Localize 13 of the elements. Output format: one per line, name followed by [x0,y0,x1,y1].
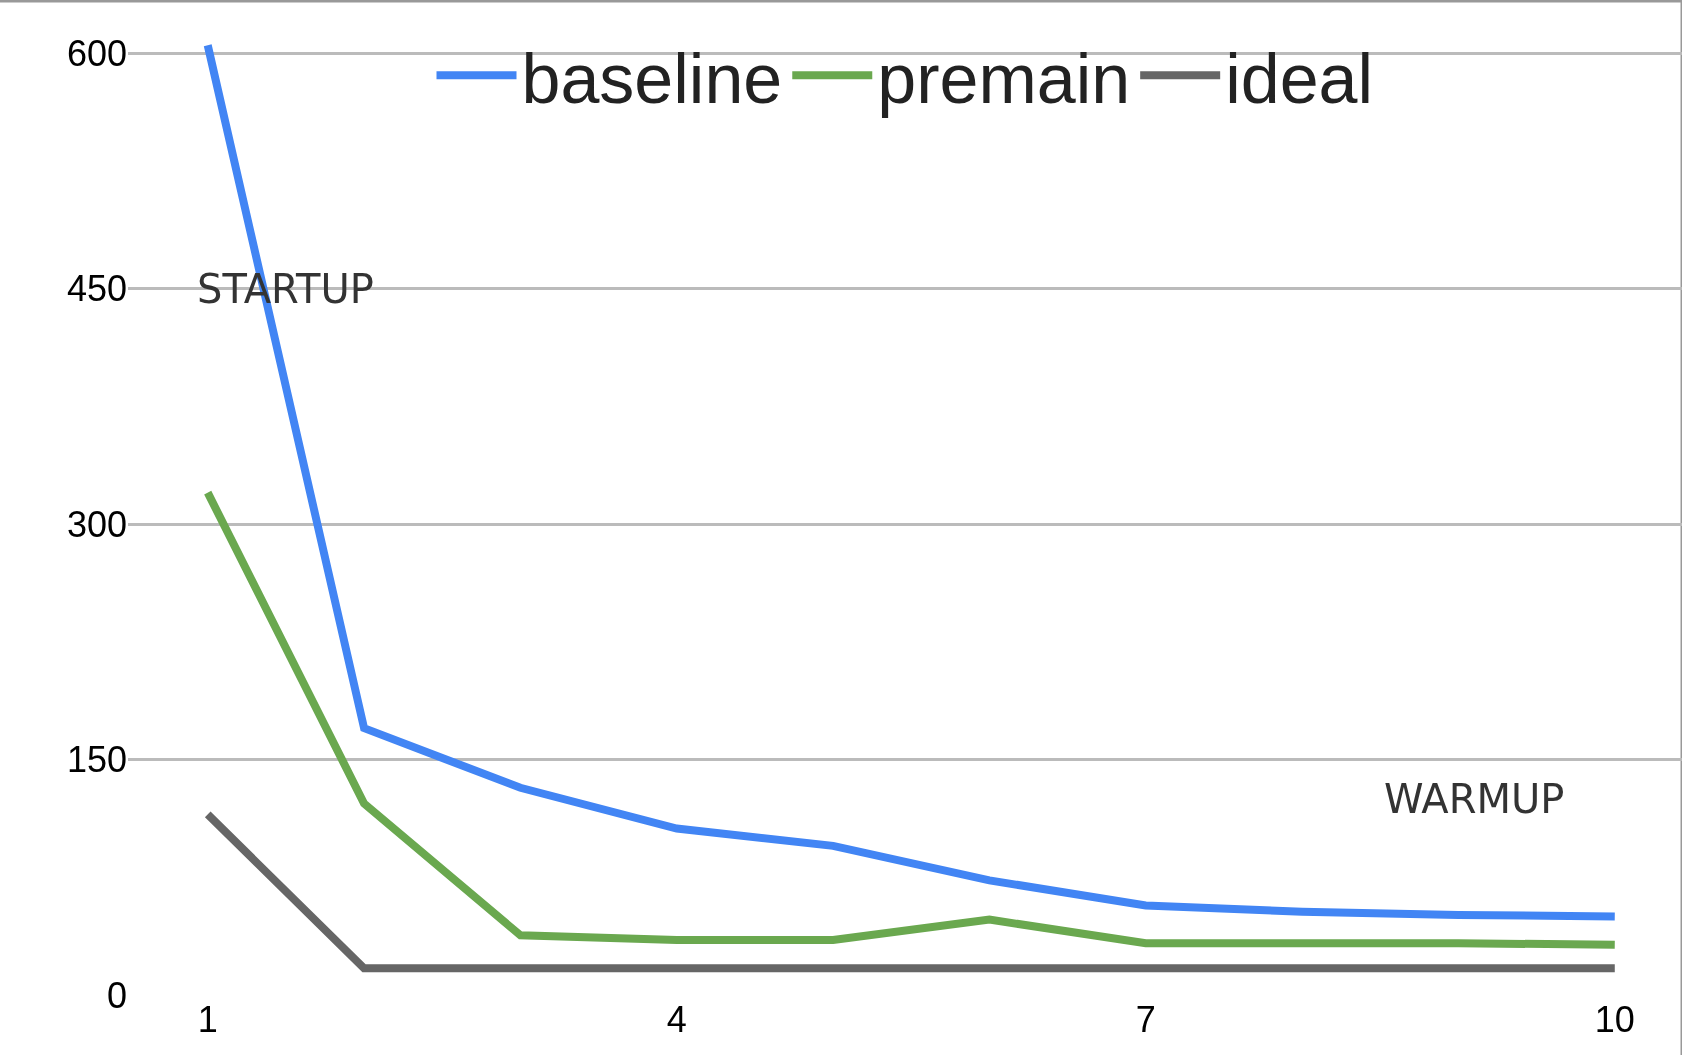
x-tick-label: 4 [666,999,687,1040]
legend-label: baseline [521,39,783,118]
annotation: WARMUP [1384,776,1565,822]
y-tick-label: 600 [66,32,127,74]
legend-label: premain [877,39,1131,118]
x-tick-label: 10 [1594,999,1635,1040]
y-tick-label: 0 [106,974,127,1016]
y-tick-label: 450 [66,268,127,310]
legend-label: ideal [1225,39,1374,118]
x-tick-label: 1 [197,999,218,1040]
y-tick-label: 300 [66,503,127,545]
x-tick-label: 7 [1135,999,1156,1040]
y-tick-label: 150 [66,739,127,781]
